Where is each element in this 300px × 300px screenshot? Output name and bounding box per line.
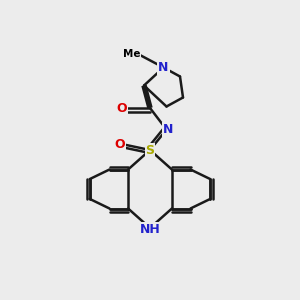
Text: N: N bbox=[158, 61, 169, 74]
Text: N: N bbox=[163, 123, 173, 136]
Text: Me: Me bbox=[123, 49, 141, 59]
Text: NH: NH bbox=[140, 223, 160, 236]
Text: O: O bbox=[115, 137, 125, 151]
Text: S: S bbox=[146, 143, 154, 157]
Text: O: O bbox=[117, 101, 128, 115]
